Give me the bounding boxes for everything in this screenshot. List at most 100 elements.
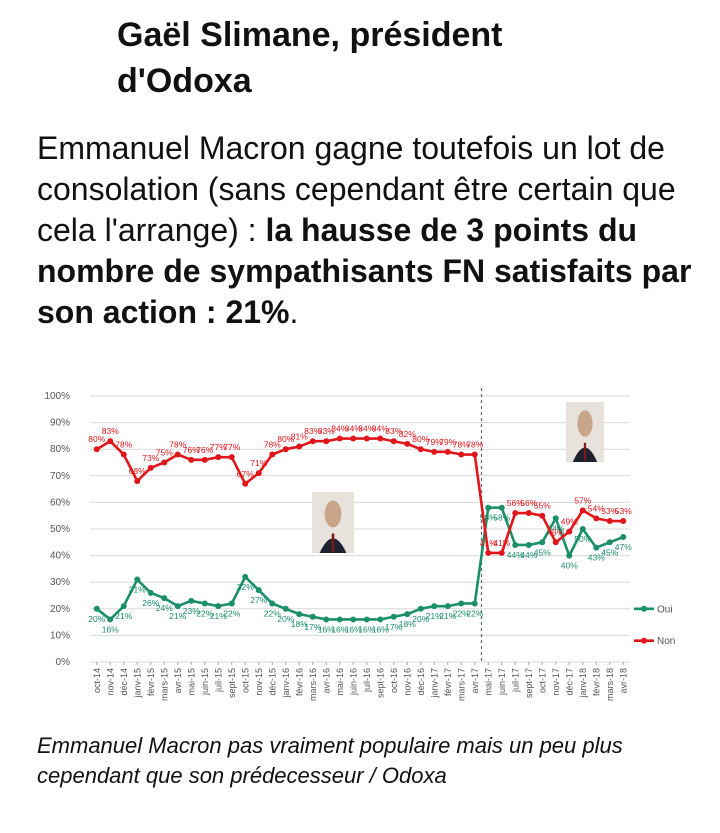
series-line-non bbox=[96, 437, 624, 555]
data-label-non: 49% bbox=[561, 517, 578, 527]
x-tick-label: sept-16 bbox=[375, 668, 385, 698]
data-label-non: 76% bbox=[183, 445, 200, 455]
data-point-oui bbox=[417, 605, 424, 612]
data-label-non: 78% bbox=[169, 440, 186, 450]
data-point-oui bbox=[255, 587, 262, 594]
data-point-oui bbox=[323, 616, 330, 623]
x-tick-label: sept-15 bbox=[227, 668, 237, 698]
chart-svg: 0%10%20%30%40%50%60%70%80%90%100%oct-14 n… bbox=[44, 388, 675, 701]
data-label-non: 41% bbox=[480, 538, 497, 548]
data-point-non bbox=[188, 456, 195, 463]
data-point-oui bbox=[120, 603, 127, 610]
data-label-non: 83% bbox=[102, 426, 119, 436]
intro-highlight: la hausse de 3 points du nombre de sympa… bbox=[37, 212, 692, 330]
data-label-oui: 23% bbox=[183, 606, 200, 616]
data-point-non bbox=[471, 451, 478, 458]
data-point-oui bbox=[606, 539, 613, 546]
x-tick-label: déc-14 bbox=[119, 668, 129, 696]
x-tick-label: avr-15 bbox=[173, 668, 183, 694]
data-label-oui: 21% bbox=[169, 611, 186, 621]
data-point-non bbox=[255, 470, 262, 477]
data-label-non: 56% bbox=[507, 498, 524, 508]
president-macron-photo-face bbox=[577, 410, 593, 437]
y-tick-label: 30% bbox=[50, 577, 70, 588]
data-point-non bbox=[458, 451, 465, 458]
x-tick-label: févr-16 bbox=[294, 668, 304, 696]
data-point-non bbox=[377, 435, 384, 442]
x-tick-label: janv-17 bbox=[429, 668, 439, 699]
x-tick-label: juin-15 bbox=[200, 668, 210, 696]
data-label-oui: 32% bbox=[237, 582, 254, 592]
data-point-non bbox=[539, 512, 546, 519]
data-point-oui bbox=[539, 539, 546, 546]
x-tick-label: oct-15 bbox=[240, 668, 250, 693]
y-tick-label: 100% bbox=[44, 391, 70, 402]
x-tick-label: nov-15 bbox=[254, 668, 264, 696]
data-point-non bbox=[269, 451, 276, 458]
data-point-oui bbox=[390, 613, 397, 620]
legend-marker-non bbox=[641, 637, 647, 644]
data-point-non bbox=[215, 454, 222, 461]
data-label-non: 45% bbox=[547, 527, 564, 537]
data-point-oui bbox=[566, 552, 573, 559]
data-label-oui: 16% bbox=[345, 624, 362, 634]
data-label-oui: 22% bbox=[466, 608, 483, 618]
x-tick-label: avr-17 bbox=[470, 668, 480, 694]
data-label-oui: 22% bbox=[453, 608, 470, 618]
data-point-non bbox=[525, 510, 532, 517]
data-label-oui: 17% bbox=[304, 622, 321, 632]
x-tick-label: févr-17 bbox=[443, 668, 453, 696]
data-label-oui: 20% bbox=[412, 614, 429, 624]
data-point-oui bbox=[498, 504, 505, 511]
data-point-non bbox=[282, 446, 289, 453]
president-macron-photo-tie bbox=[583, 442, 587, 461]
x-tick-label: janv-18 bbox=[578, 668, 588, 699]
data-point-non bbox=[620, 518, 627, 525]
data-label-non: 54% bbox=[588, 503, 605, 513]
data-point-oui bbox=[620, 533, 627, 540]
data-label-oui: 44% bbox=[507, 550, 524, 560]
x-tick-label: juil-17 bbox=[510, 668, 520, 693]
data-label-non: 77% bbox=[210, 442, 227, 452]
data-point-oui bbox=[161, 595, 168, 602]
data-label-non: 84% bbox=[358, 424, 375, 434]
data-point-non bbox=[228, 454, 235, 461]
data-point-oui bbox=[174, 603, 181, 610]
data-label-oui: 18% bbox=[291, 619, 308, 629]
data-label-oui: 27% bbox=[250, 595, 267, 605]
data-point-non bbox=[323, 438, 330, 445]
x-tick-label: juin-16 bbox=[348, 668, 358, 696]
data-label-non: 79% bbox=[426, 437, 443, 447]
y-tick-label: 70% bbox=[50, 471, 70, 482]
data-label-non: 56% bbox=[520, 498, 537, 508]
x-tick-label: avr-18 bbox=[618, 668, 628, 694]
data-label-oui: 58% bbox=[493, 513, 510, 523]
legend-label-oui: Oui bbox=[657, 604, 673, 615]
data-label-non: 80% bbox=[277, 434, 294, 444]
data-label-non: 80% bbox=[88, 434, 105, 444]
data-point-non bbox=[593, 515, 600, 522]
data-label-oui: 45% bbox=[534, 547, 551, 557]
data-label-non: 78% bbox=[115, 440, 132, 450]
data-point-oui bbox=[228, 600, 235, 607]
data-label-oui: 21% bbox=[426, 611, 443, 621]
data-point-non bbox=[606, 518, 613, 525]
x-tick-label: juil-15 bbox=[213, 668, 223, 693]
satisfaction-chart: 0% 10% 20% 30% 40% 50% 60% 70% 80% 90% 100% oct-14 n… bbox=[38, 380, 688, 720]
data-point-non bbox=[363, 435, 370, 442]
data-label-oui: 22% bbox=[196, 608, 213, 618]
x-tick-label: oct-16 bbox=[389, 668, 399, 693]
data-label-oui: 22% bbox=[264, 608, 281, 618]
x-tick-label: mars-18 bbox=[605, 668, 615, 701]
data-label-oui: 16% bbox=[102, 624, 119, 634]
data-point-oui bbox=[188, 597, 195, 604]
intro-end: . bbox=[289, 294, 299, 330]
data-point-oui bbox=[525, 541, 532, 548]
data-label-oui: 16% bbox=[318, 624, 335, 634]
data-point-oui bbox=[269, 600, 276, 607]
x-tick-label: juin-17 bbox=[497, 668, 507, 696]
x-tick-label: avr-16 bbox=[321, 668, 331, 694]
data-label-non: 67% bbox=[237, 469, 254, 479]
data-point-oui bbox=[282, 605, 289, 612]
data-label-oui: 17% bbox=[385, 622, 402, 632]
